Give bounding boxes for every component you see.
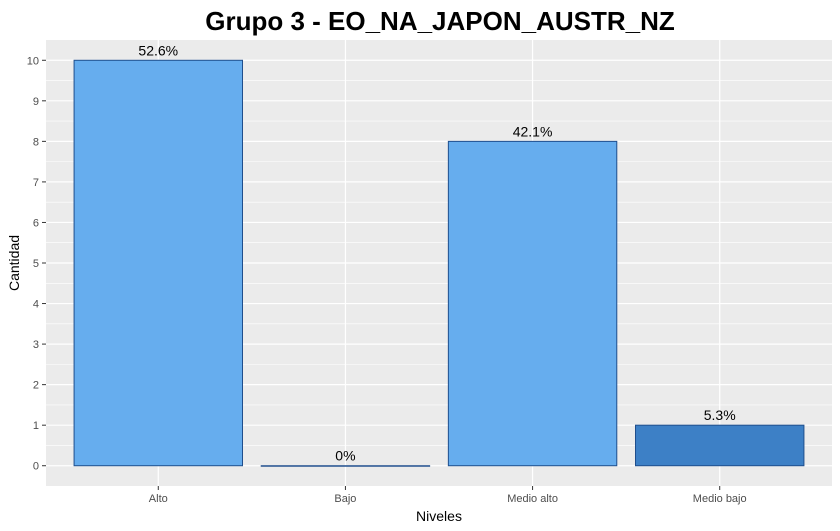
y-tick-label: 9 [33,96,39,108]
y-tick-label: 2 [33,380,39,392]
x-axis: Alto Bajo Medio alto Medio bajo [149,486,747,505]
data-label: 0% [335,448,355,464]
y-axis-title: Cantidad [6,235,22,291]
x-tick-label: Bajo [334,493,356,505]
data-labels: 52.6% 0% 42.1% 5.3% [138,42,735,463]
data-label: 52.6% [138,42,178,58]
y-tick-label: 10 [27,55,39,67]
data-label: 42.1% [513,123,553,139]
bars [73,59,805,467]
bar-bajo [260,465,431,467]
y-tick-label: 3 [33,339,39,351]
x-tick-label: Alto [149,493,168,505]
y-tick-label: 4 [33,299,39,311]
x-axis-title: Niveles [416,508,462,524]
x-tick-label: Medio bajo [693,493,747,505]
chart-title: Grupo 3 - EO_NA_JAPON_AUSTR_NZ [205,6,675,36]
bar-alto [73,59,243,467]
y-tick-label: 6 [33,217,39,229]
y-tick-label: 7 [33,177,39,189]
y-tick-label: 1 [33,420,39,432]
y-tick-label: 5 [33,258,39,270]
bar-medio-alto [447,140,618,467]
y-tick-label: 0 [33,461,39,473]
x-tick-label: Medio alto [507,493,558,505]
data-label: 5.3% [704,407,736,423]
y-axis: 0 1 2 3 4 5 6 7 8 9 10 [27,55,46,473]
bar-medio-bajo [635,424,805,467]
y-tick-label: 8 [33,136,39,148]
